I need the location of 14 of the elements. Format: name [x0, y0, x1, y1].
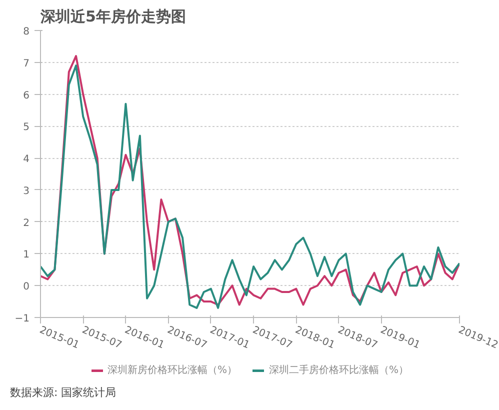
y-tick-label: 6	[23, 90, 30, 102]
y-tick-label: 4	[23, 154, 30, 166]
chart-title: 深圳近5年房价走势图	[40, 8, 186, 26]
legend-label: 深圳二手房价格环比涨幅（%）	[269, 364, 409, 377]
y-tick-label: 5	[23, 122, 30, 134]
y-tick-label: 2	[23, 218, 30, 229]
y-tick-label: 1	[23, 250, 30, 261]
y-tick-label: 3	[23, 186, 30, 197]
y-tick-label: 0	[23, 282, 30, 293]
y-tick-label: −1	[14, 314, 30, 324]
y-tick-label: 8	[23, 26, 30, 38]
legend-label: 深圳新房价格环比涨幅（%）	[107, 364, 237, 377]
source-note: 数据来源: 国家统计局	[10, 385, 116, 401]
y-tick-label: 7	[23, 58, 30, 70]
